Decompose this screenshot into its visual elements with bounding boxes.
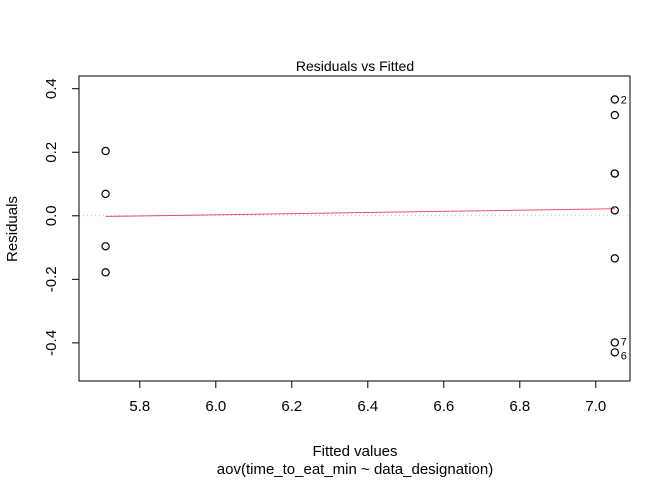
residual-point bbox=[610, 95, 620, 104]
plot-frame bbox=[78, 75, 631, 382]
residual-point bbox=[610, 206, 620, 215]
point-label: 6 bbox=[621, 350, 627, 362]
residual-point bbox=[610, 169, 620, 178]
point-label: 7 bbox=[621, 337, 627, 349]
residual-point bbox=[101, 242, 110, 251]
residual-point bbox=[101, 189, 110, 199]
x-tick-label: 6.2 bbox=[281, 398, 302, 415]
residual-point bbox=[101, 146, 110, 156]
point-label: 2 bbox=[621, 95, 627, 107]
residual-point bbox=[610, 348, 620, 357]
x-tick-label: 6.4 bbox=[357, 398, 378, 415]
residual-point bbox=[101, 268, 110, 277]
y-tick-label: -0.2 bbox=[43, 266, 60, 292]
y-tick-label: 0.0 bbox=[43, 205, 60, 226]
x-tick-label: 6.8 bbox=[509, 398, 530, 415]
x-tick-label: 5.8 bbox=[129, 398, 150, 415]
y-tick-label: 0.4 bbox=[43, 78, 60, 99]
y-tick-label: 0.2 bbox=[43, 142, 60, 163]
y-axis-label: Residuals bbox=[4, 196, 21, 262]
y-tick-label: -0.4 bbox=[43, 330, 60, 356]
x-axis-subtitle: aov(time_to_eat_min ~ data_designation) bbox=[217, 461, 493, 478]
residual-point bbox=[610, 110, 620, 120]
residual-point bbox=[610, 338, 620, 347]
residual-point bbox=[610, 254, 620, 263]
x-axis-label: Fitted values bbox=[312, 443, 397, 460]
chart-title: Residuals vs Fitted bbox=[296, 58, 414, 74]
x-tick-label: 6.6 bbox=[433, 398, 454, 415]
smooth-trend-line bbox=[105, 208, 615, 217]
x-tick-label: 7.0 bbox=[585, 398, 606, 415]
x-tick-label: 6.0 bbox=[205, 398, 226, 415]
